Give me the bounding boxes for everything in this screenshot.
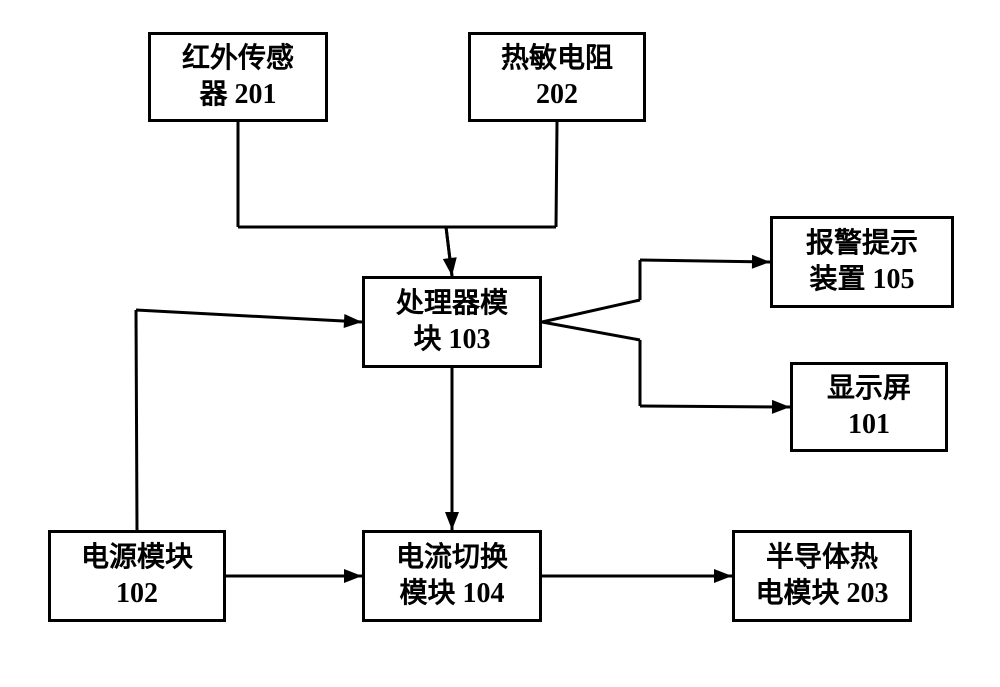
node-thermo: 半导体热 电模块 203 <box>732 530 912 622</box>
node-thermistor: 热敏电阻 202 <box>468 32 646 122</box>
node-display: 显示屏 101 <box>790 362 948 452</box>
node-ir_sensor: 红外传感 器 201 <box>148 32 328 122</box>
node-alarm: 报警提示 装置 105 <box>770 216 954 308</box>
diagram-canvas: 红外传感 器 201 热敏电阻 202 报警提示 装置 105 处理器模 块 103 显… <box>0 0 1000 687</box>
node-power: 电源模块 102 <box>48 530 226 622</box>
node-processor: 处理器模 块 103 <box>362 276 542 368</box>
node-switch: 电流切换 模块 104 <box>362 530 542 622</box>
